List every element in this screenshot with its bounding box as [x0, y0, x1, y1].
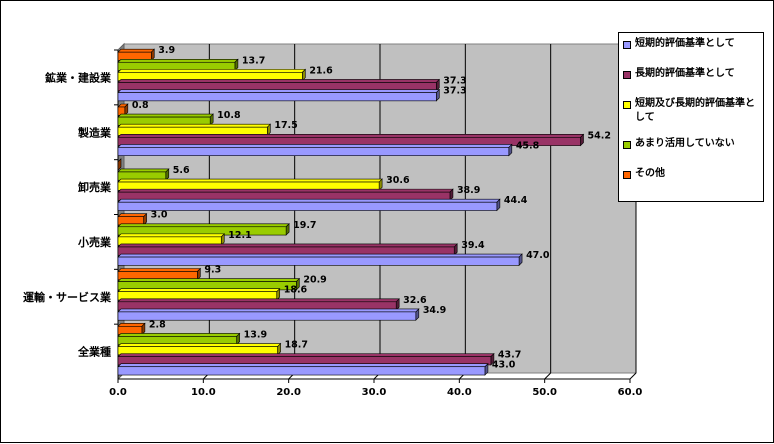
legend-item: 短期及び長期的評価基準として [623, 97, 759, 125]
bar-top [117, 48, 156, 53]
legend-item: 短期的評価基準として [623, 37, 759, 51]
data-label: 5.6 [173, 165, 190, 176]
bar-top [117, 168, 170, 173]
bar-top [117, 89, 441, 93]
data-label: 12.1 [228, 230, 251, 241]
legend-label: その他 [635, 168, 665, 179]
bar-top [117, 178, 383, 183]
bar [117, 366, 486, 376]
bar-top [117, 343, 282, 347]
data-label: 54.2 [588, 130, 611, 141]
data-label: 18.7 [285, 340, 308, 351]
bar-top [117, 79, 441, 83]
bar-top [117, 69, 307, 73]
data-label: 3.9 [158, 45, 175, 56]
category-label: 運輸・サービス業 [23, 290, 112, 304]
bar-top [117, 333, 241, 337]
x-tick-label: 10.0 [191, 387, 216, 398]
data-label: 9.3 [204, 265, 221, 276]
category-label: 製造業 [77, 125, 112, 139]
data-label: 13.7 [242, 55, 265, 66]
data-label: 20.9 [303, 275, 326, 286]
data-label: 37.3 [443, 86, 466, 97]
data-label: 10.8 [217, 110, 241, 121]
bar-top [117, 213, 148, 217]
legend-label: 長期的評価基準として [635, 68, 735, 79]
x-tick-label: 40.0 [447, 387, 472, 398]
legend-swatch [623, 171, 631, 179]
bar-top [117, 298, 400, 303]
legend-swatch [623, 101, 631, 109]
legend-swatch [623, 41, 631, 49]
bar-top [117, 268, 202, 272]
data-label: 44.4 [504, 195, 528, 206]
gridline-depth [629, 372, 637, 380]
chart-legend: 短期的評価基準として 長期的評価基準として短期及び長期的評価基準としてあまり活用し… [618, 32, 764, 202]
data-label: 32.6 [403, 295, 427, 306]
bar-top [117, 353, 495, 357]
bar [117, 201, 498, 211]
bar-top [117, 198, 501, 203]
bar [117, 311, 417, 321]
legend-label: あまり活用していない [635, 138, 735, 149]
bar-top [117, 188, 454, 193]
bar-top [117, 243, 458, 248]
x-tick-label: 20.0 [276, 387, 301, 398]
bar-top [117, 134, 585, 138]
data-label: 43.0 [492, 360, 516, 371]
bar [117, 92, 437, 102]
data-label: 13.9 [244, 329, 267, 340]
x-tick-label: 60.0 [618, 387, 643, 398]
bar-top [117, 223, 290, 228]
data-label: 17.5 [274, 120, 297, 131]
data-label: 37.3 [443, 75, 466, 86]
data-label: 34.9 [423, 305, 446, 316]
legend-swatch [623, 71, 631, 79]
category-label: 全業種 [77, 345, 111, 359]
bar-top [117, 308, 420, 313]
gridline-depth [544, 372, 552, 380]
x-tick-label: 50.0 [532, 387, 557, 398]
data-label: 2.8 [149, 319, 166, 330]
legend-item: あまり活用していない [623, 137, 759, 151]
bar-top [117, 123, 272, 128]
data-label: 21.6 [309, 65, 333, 76]
legend-item: その他 [623, 167, 759, 181]
bar [117, 147, 510, 156]
legend-label: 短期的評価基準として [635, 38, 735, 49]
bar-top [117, 363, 489, 368]
legend-swatch [623, 141, 631, 149]
category-label: 卸売業 [78, 180, 112, 194]
category-label: 小売業 [77, 235, 112, 249]
data-label: 19.7 [293, 220, 316, 231]
bar-top [117, 288, 281, 293]
data-label: 47.0 [526, 250, 550, 261]
data-label: 45.8 [516, 140, 540, 151]
bar-top [117, 113, 214, 118]
bar-top [117, 278, 301, 282]
data-label: 3.0 [151, 210, 168, 221]
data-label: 38.9 [457, 185, 480, 196]
bar [117, 256, 520, 266]
data-label: 30.6 [386, 175, 410, 186]
data-label: 39.4 [461, 240, 485, 251]
data-label: 18.6 [284, 285, 308, 296]
bar-top [117, 233, 225, 238]
legend-item: 長期的評価基準として [623, 67, 759, 81]
x-tick-label: 30.0 [362, 387, 387, 398]
bar-top [117, 144, 513, 148]
bar-top [117, 253, 523, 258]
bar-side [117, 158, 122, 171]
legend-label: 短期及び長期的評価基準として [635, 98, 755, 123]
data-label: 0.8 [132, 100, 149, 111]
bar-top [117, 323, 146, 327]
data-label: 43.7 [498, 350, 521, 361]
x-tick-label: 0.0 [109, 387, 127, 398]
category-label: 鉱業・建設業 [45, 70, 112, 84]
bar-top [117, 58, 239, 63]
